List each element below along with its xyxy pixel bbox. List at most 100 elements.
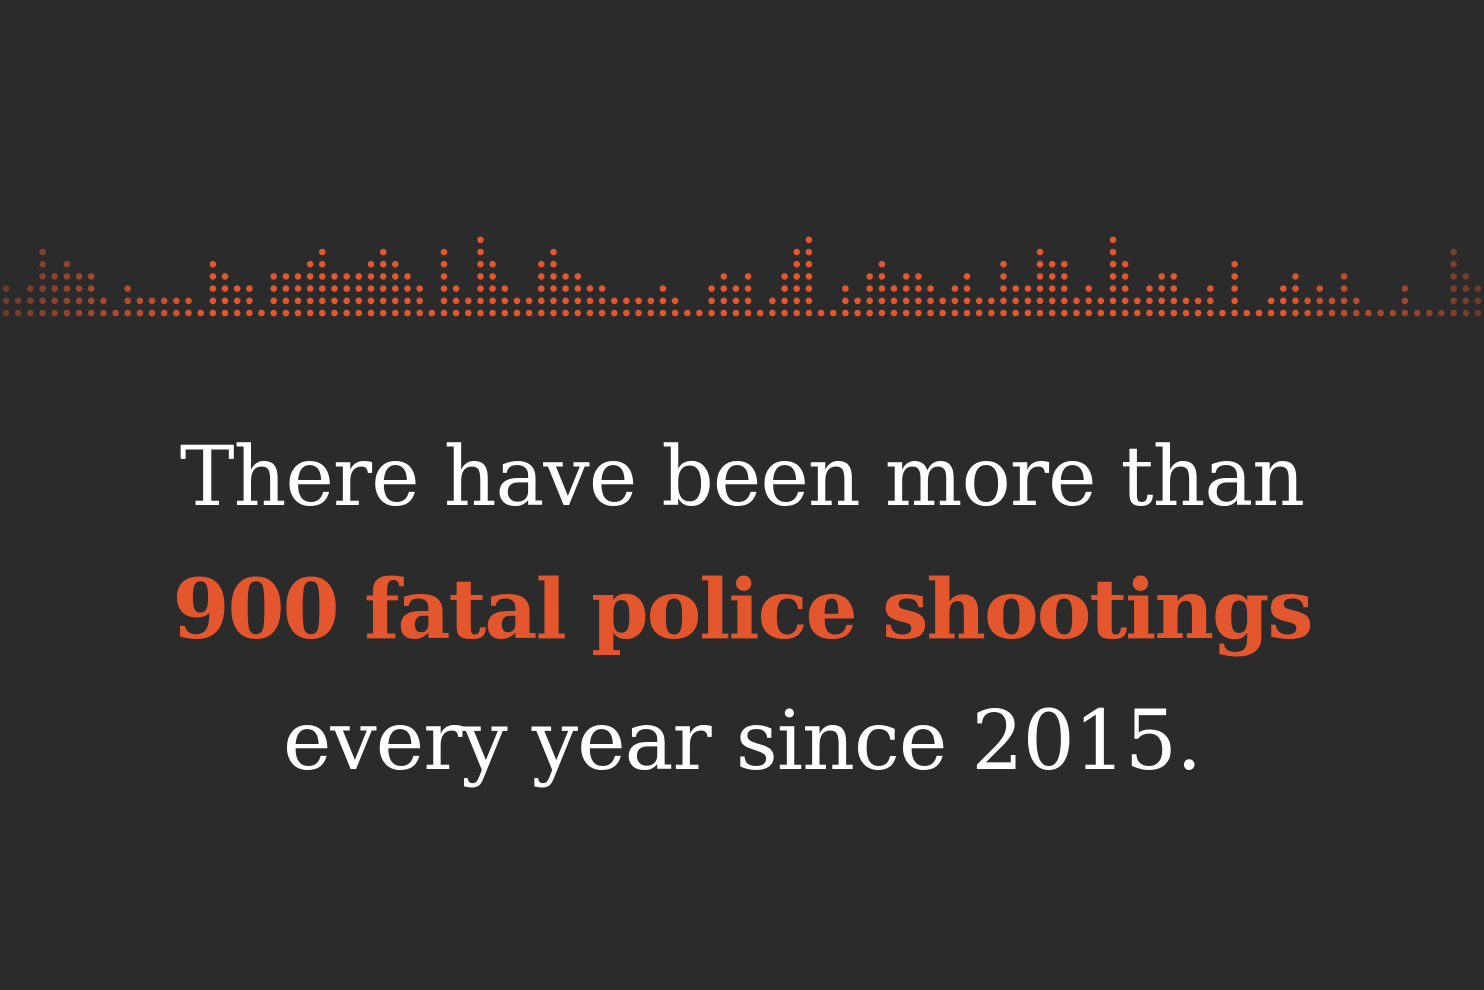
strip-dot: [246, 297, 253, 305]
strip-dot: [209, 309, 217, 317]
strip-dot: [574, 273, 582, 280]
strip-dot: [1207, 297, 1214, 305]
strip-dot: [440, 248, 448, 256]
strip-dot: [793, 297, 800, 305]
strip-dot: [1194, 309, 1202, 317]
strip-dot: [915, 297, 922, 305]
strip-dot: [39, 297, 46, 305]
strip-dot: [379, 309, 387, 317]
strip-dot: [258, 309, 265, 317]
strip-dot: [951, 297, 959, 305]
strip-dot: [100, 297, 107, 305]
strip-dot: [963, 273, 971, 280]
strip-dot: [51, 273, 58, 280]
strip-dot: [477, 236, 484, 244]
strip-dot: [586, 285, 594, 292]
strip-dot: [586, 297, 594, 305]
strip-dot: [1024, 309, 1032, 317]
strip-dot: [1292, 285, 1299, 292]
strip-dot: [598, 285, 606, 292]
strip-dot: [1085, 309, 1092, 317]
strip-dot: [829, 309, 837, 317]
strip-dot: [440, 297, 448, 305]
strip-dot: [1450, 285, 1457, 292]
strip-dot: [233, 309, 241, 317]
strip-dot: [416, 285, 424, 292]
strip-dot: [550, 309, 557, 317]
strip-dot: [623, 297, 630, 305]
strip-dot: [392, 309, 399, 317]
strip-dot: [781, 273, 788, 280]
strip-dot: [793, 273, 800, 280]
strip-dot: [769, 309, 776, 317]
strip-dot: [355, 273, 363, 280]
strip-dot: [319, 297, 326, 305]
strip-dot: [538, 285, 545, 292]
strip-dot: [1231, 309, 1238, 317]
strip-dot: [270, 273, 278, 280]
strip-dot: [975, 297, 983, 305]
strip-dot: [842, 309, 849, 317]
strip-dot: [39, 285, 46, 292]
strip-dot: [1012, 309, 1019, 317]
strip-dot: [489, 273, 496, 280]
strip-dot: [1048, 260, 1056, 268]
strip-dot: [1353, 309, 1360, 317]
strip-dot: [379, 285, 387, 292]
strip-dot: [1085, 285, 1092, 292]
strip-dot: [489, 285, 496, 292]
strip-dot: [63, 309, 71, 317]
strip-dot: [878, 309, 886, 317]
strip-dot: [1158, 309, 1165, 317]
strip-dot: [1036, 309, 1044, 317]
strip-dot: [404, 309, 411, 317]
strip-dot: [331, 297, 338, 305]
strip-dot: [793, 260, 800, 268]
strip-dot: [1061, 309, 1068, 317]
strip-dot: [1073, 309, 1080, 317]
strip-dot: [659, 285, 667, 292]
strip-dot: [63, 297, 71, 305]
strip-dot: [793, 248, 800, 256]
strip-dot: [1134, 309, 1141, 317]
strip-dot: [440, 273, 448, 280]
strip-dot: [14, 297, 22, 305]
strip-dot: [1450, 273, 1457, 280]
strip-dot: [1292, 297, 1299, 305]
strip-dot: [878, 285, 886, 292]
strip-dot: [306, 285, 314, 292]
strip-dot: [404, 285, 411, 292]
strip-dot: [562, 273, 569, 280]
strip-dot: [805, 297, 813, 305]
strip-dot: [379, 297, 387, 305]
strip-dot: [39, 248, 46, 256]
strip-dot: [988, 309, 995, 317]
strip-dot: [866, 309, 873, 317]
strip-dot: [221, 273, 229, 280]
strip-dot: [1158, 297, 1165, 305]
strip-dot: [343, 297, 351, 305]
strip-dot: [915, 273, 922, 280]
strip-dot: [1048, 273, 1056, 280]
strip-dot: [465, 309, 472, 317]
strip-dot: [1401, 309, 1409, 317]
strip-dot: [1061, 260, 1068, 268]
strip-dot: [75, 309, 83, 317]
strip-dot: [1036, 297, 1044, 305]
strip-dot: [1304, 297, 1311, 305]
strip-dot: [477, 248, 484, 256]
strip-dot: [1377, 309, 1384, 317]
strip-dot: [1328, 297, 1336, 305]
strip-dot: [379, 273, 387, 280]
strip-dot: [1097, 297, 1105, 305]
strip-dot: [1024, 285, 1032, 292]
strip-dot: [1353, 297, 1360, 305]
strip-dot: [100, 309, 107, 317]
strip-dot: [489, 309, 496, 317]
strip-dot: [915, 309, 922, 317]
strip-dot: [416, 309, 424, 317]
strip-dot: [1316, 285, 1324, 292]
strip-dot: [1121, 309, 1129, 317]
strip-dot: [708, 285, 715, 292]
strip-dot: [550, 260, 557, 268]
